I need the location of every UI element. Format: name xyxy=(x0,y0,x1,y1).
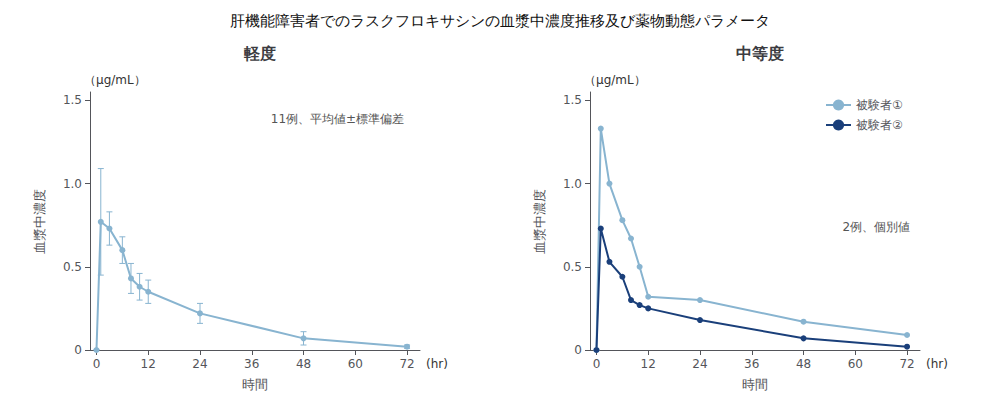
svg-text:0: 0 xyxy=(74,343,82,357)
svg-text:軽度: 軽度 xyxy=(243,44,276,63)
svg-text:（μg/mL）: （μg/mL） xyxy=(584,73,646,87)
svg-text:11例、平均値±標準偏差: 11例、平均値±標準偏差 xyxy=(271,112,404,126)
svg-text:0: 0 xyxy=(574,343,582,357)
svg-text:1.5: 1.5 xyxy=(563,93,582,107)
svg-text:24: 24 xyxy=(692,357,707,371)
svg-text:肝機能障害者でのラスクフロキサシンの血漿中濃度推移及び薬物動: 肝機能障害者でのラスクフロキサシンの血漿中濃度推移及び薬物動態パラメータ xyxy=(230,12,770,30)
svg-text:血漿中濃度: 血漿中濃度 xyxy=(32,189,47,254)
svg-text:1.0: 1.0 xyxy=(563,177,582,191)
svg-text:60: 60 xyxy=(348,357,363,371)
svg-text:36: 36 xyxy=(744,357,759,371)
svg-text:0: 0 xyxy=(93,357,101,371)
svg-text:(hr): (hr) xyxy=(426,357,448,371)
svg-text:48: 48 xyxy=(796,357,811,371)
svg-text:時間: 時間 xyxy=(742,377,768,392)
svg-text:被験者①: 被験者① xyxy=(856,98,903,112)
svg-text:0: 0 xyxy=(593,357,601,371)
svg-text:0.5: 0.5 xyxy=(63,260,82,274)
svg-text:1.0: 1.0 xyxy=(63,177,82,191)
svg-text:血漿中濃度: 血漿中濃度 xyxy=(532,189,547,254)
svg-text:36: 36 xyxy=(244,357,259,371)
svg-text:72: 72 xyxy=(899,357,914,371)
svg-text:2例、個別値: 2例、個別値 xyxy=(842,220,910,234)
svg-text:被験者②: 被験者② xyxy=(856,118,903,132)
svg-text:60: 60 xyxy=(848,357,863,371)
svg-text:中等度: 中等度 xyxy=(736,44,784,63)
svg-text:72: 72 xyxy=(399,357,414,371)
svg-text:48: 48 xyxy=(296,357,311,371)
svg-text:24: 24 xyxy=(192,357,207,371)
svg-text:（μg/mL）: （μg/mL） xyxy=(84,73,146,87)
svg-text:12: 12 xyxy=(141,357,156,371)
svg-text:0.5: 0.5 xyxy=(563,260,582,274)
svg-text:時間: 時間 xyxy=(242,377,268,392)
svg-text:1.5: 1.5 xyxy=(63,93,82,107)
svg-text:12: 12 xyxy=(641,357,656,371)
svg-text:(hr): (hr) xyxy=(926,357,948,371)
